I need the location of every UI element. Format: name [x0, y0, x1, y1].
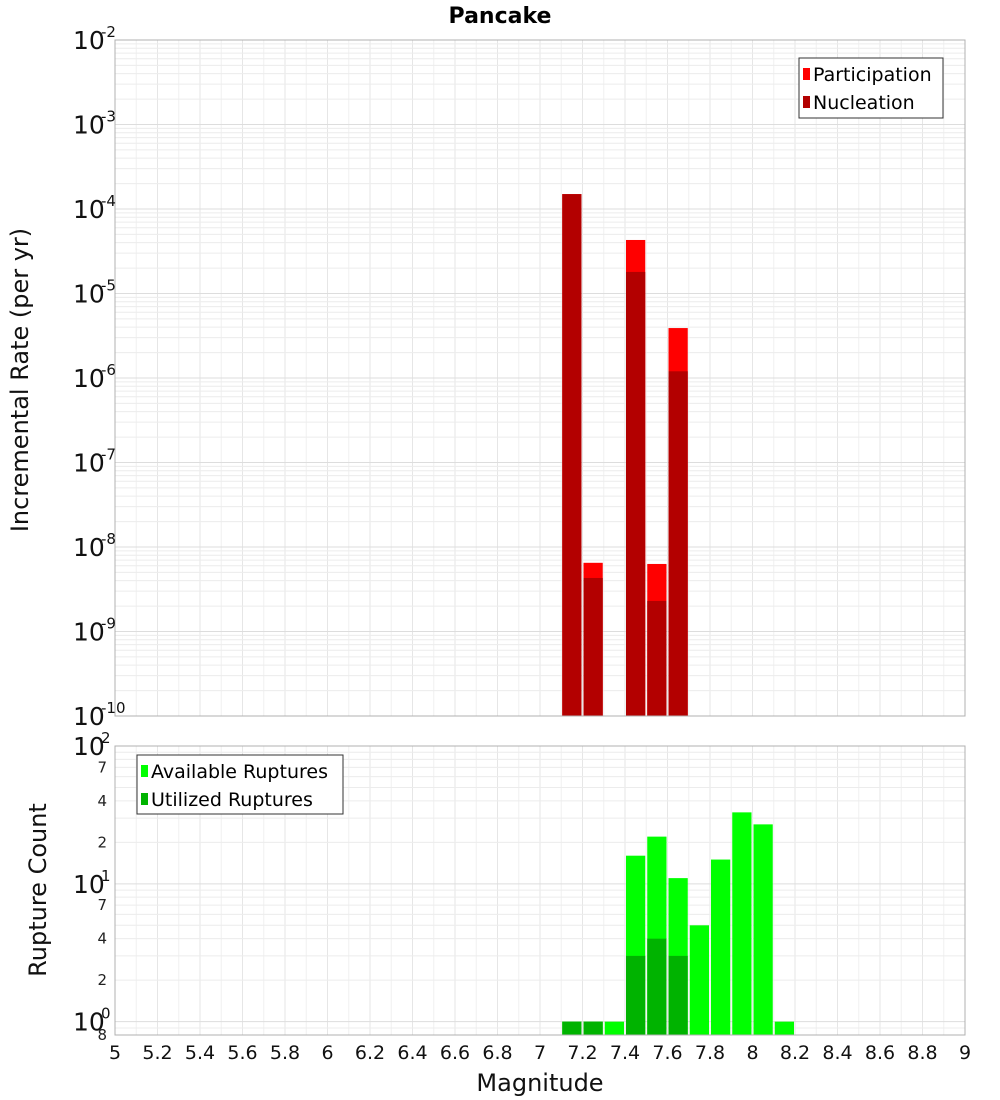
y-tick-label: 10 [73, 732, 105, 761]
x-tick-label: 8 [746, 1042, 758, 1064]
legend: Participation Nucleation [798, 57, 944, 119]
grid-0 [114, 39, 966, 717]
y-tick-label: 10 [73, 195, 105, 224]
x-tick-labels: 5 5.2 5.4 5.6 5.8 6 6.2 6.4 6.6 6.8 7 7.2 7.4 7.6 7.8 8… [109, 1042, 971, 1064]
incremental-rate-panel: 10-210-310-410-510-610-710-810-910-10Par… [73, 23, 966, 731]
bar-available-ruptures [753, 824, 773, 1035]
x-tick-label: 5 [109, 1042, 121, 1064]
y-tick-label: 10 [73, 26, 105, 55]
y-minor-tick-label: 2 [97, 971, 107, 989]
y-tick-label: 10 [73, 449, 105, 478]
legend-swatch [803, 96, 810, 108]
y-tick-exponent: -5 [101, 277, 116, 295]
y-tick-exponent: -10 [101, 699, 126, 717]
chart-title: Pancake [449, 4, 552, 29]
series-nucleation [562, 194, 688, 716]
y-minor-tick-label: 7 [97, 896, 107, 914]
x-tick-label: 8.2 [780, 1042, 810, 1064]
x-tick-label: 6.2 [355, 1042, 385, 1064]
bar-utilized-ruptures [626, 955, 646, 1035]
x-tick-label: 8.6 [865, 1042, 895, 1064]
y-tick-exponent: -2 [101, 23, 116, 41]
legend-swatch [141, 765, 148, 777]
y-tick-exponent: 2 [101, 729, 111, 747]
legend-box [798, 57, 944, 119]
y-tick-exponent: -7 [101, 446, 116, 464]
y-tick-exponent: -9 [101, 615, 116, 633]
x-tick-label: 7.8 [695, 1042, 725, 1064]
legend-label: Nucleation [813, 92, 915, 114]
y-axis-title-bottom: Rupture Count [24, 803, 52, 977]
series-available-ruptures [562, 812, 794, 1035]
x-tick-label: 7.2 [567, 1042, 597, 1064]
bar-available-ruptures [774, 1021, 794, 1035]
y-tick-label: 10 [73, 870, 105, 899]
y-tick-label: 10 [73, 364, 105, 393]
x-tick-label: 7 [534, 1042, 546, 1064]
y-tick-exponent: -4 [101, 192, 116, 210]
y-minor-tick-label: 2 [97, 833, 107, 851]
legend-swatch [803, 68, 810, 80]
bar-nucleation [562, 194, 582, 716]
x-tick-label: 6.6 [440, 1042, 470, 1064]
bar-available-ruptures [732, 812, 752, 1035]
y-tick-exponent: 0 [101, 1005, 111, 1023]
x-tick-label: 8.4 [822, 1042, 852, 1064]
y-tick-label: 10 [73, 533, 105, 562]
x-tick-label: 6.8 [482, 1042, 512, 1064]
y-tick-label: 10 [73, 618, 105, 647]
x-tick-label: 5.2 [142, 1042, 172, 1064]
y-tick-label: 10 [73, 702, 105, 731]
y-minor-tick-label: 7 [97, 758, 107, 776]
x-tick-label: 7.6 [652, 1042, 682, 1064]
legend-label: Available Ruptures [151, 761, 328, 783]
x-tick-label: 5.4 [185, 1042, 215, 1064]
legend-label: Participation [813, 64, 932, 86]
y-tick-exponent: -3 [101, 108, 116, 126]
y-minor-tick-label: 4 [97, 930, 107, 948]
x-tick-label: 7.4 [610, 1042, 640, 1064]
y-tick-label: 10 [73, 111, 105, 140]
plot-frame [114, 39, 966, 717]
bar-available-ruptures [604, 1021, 624, 1035]
x-axis-title: Magnitude [476, 1069, 603, 1097]
y-minor-tick-label: 4 [97, 792, 107, 810]
y-tick-exponent: -8 [101, 530, 116, 548]
bar-utilized-ruptures [562, 1021, 582, 1035]
series-utilized-ruptures [562, 938, 688, 1035]
x-tick-label: 5.6 [227, 1042, 257, 1064]
bar-nucleation [668, 371, 688, 716]
bar-utilized-ruptures [647, 938, 667, 1035]
x-tick-label: 8.8 [907, 1042, 937, 1064]
x-tick-label: 6 [321, 1042, 333, 1064]
y-tick-exponent: 1 [101, 867, 111, 885]
x-tick-label: 9 [959, 1042, 971, 1064]
bar-utilized-ruptures [583, 1021, 603, 1035]
x-tick-label: 5.8 [270, 1042, 300, 1064]
y-axis-title-top: Incremental Rate (per yr) [6, 228, 34, 532]
bar-utilized-ruptures [668, 955, 688, 1035]
legend-label: Utilized Ruptures [151, 789, 313, 811]
x-tick-label: 6.4 [397, 1042, 427, 1064]
legend-swatch [141, 793, 148, 805]
legend: Available Ruptures Utilized Ruptures [136, 754, 344, 815]
y-tick-label: 10 [73, 280, 105, 309]
y-tick-exponent: -6 [101, 361, 116, 379]
plot-frame [114, 745, 966, 1036]
bar-nucleation [647, 600, 667, 716]
bar-available-ruptures [711, 859, 731, 1035]
bar-nucleation [626, 271, 646, 716]
legend-box [136, 754, 344, 815]
y-minor-tick-label: 8 [97, 1026, 107, 1044]
bar-nucleation [583, 577, 603, 716]
bar-available-ruptures [689, 925, 709, 1035]
y-tick-label: 10 [73, 1008, 105, 1037]
